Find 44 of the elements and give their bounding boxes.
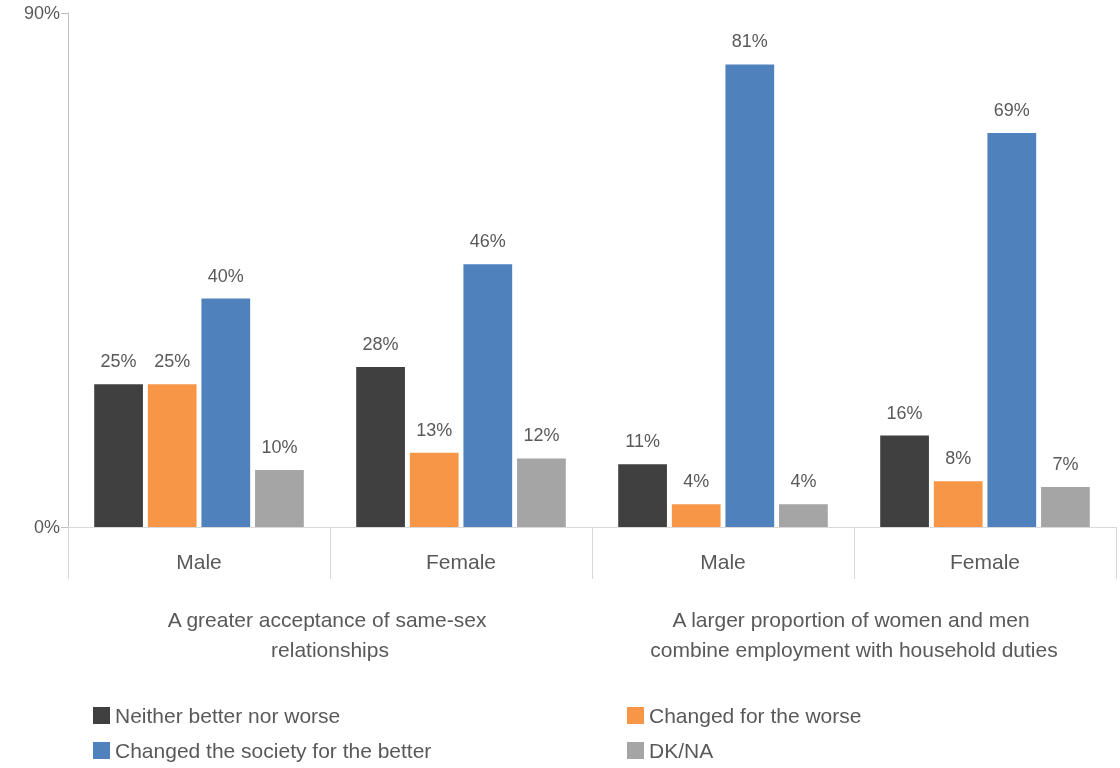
bar [671,504,721,527]
bar [618,464,667,527]
data-label: 81% [731,31,768,52]
bar [517,458,566,527]
data-label: 25% [100,351,137,372]
bar [1041,487,1090,527]
data-label: 46% [469,231,506,252]
bar [725,64,775,527]
data-label: 4% [683,471,710,492]
bar [409,452,459,527]
data-label: 13% [416,419,453,440]
data-label: 4% [790,471,817,492]
bar [933,481,983,527]
data-label: 25% [154,351,191,372]
legend-label: DK/NA [649,739,714,762]
legend-label: Neither better nor worse [115,704,341,727]
y-tick-label: 90% [23,3,60,23]
text: A larger proportion of women and men combine employment with household duties [650,607,1058,661]
y-tick-label: 0% [33,517,60,537]
bar [255,469,304,527]
bar [880,435,929,527]
legend-label: Changed for the worse [649,704,862,727]
bar [94,384,143,527]
x-tick-label: Female [425,550,497,573]
data-label: 7% [1052,454,1079,475]
x-tick-label: Male [176,550,222,573]
legend-label: Changed the society for the better [115,739,432,762]
data-label: 28% [362,334,399,355]
data-label: 12% [523,425,560,446]
data-label: 16% [886,402,923,423]
bar [147,384,197,527]
bar [356,367,405,527]
bar [779,504,828,527]
text: A greater acceptance of same-sex relationships [167,607,493,661]
bar [987,132,1037,527]
x-tick-label: Male [700,550,746,573]
data-label: 8% [945,448,972,469]
data-label: 40% [207,265,244,286]
bar [463,264,513,527]
bar [201,298,251,527]
data-label: 11% [625,431,660,452]
x-tick-label: Female [949,550,1021,573]
data-label: 69% [993,99,1030,120]
data-label: 10% [261,436,298,457]
